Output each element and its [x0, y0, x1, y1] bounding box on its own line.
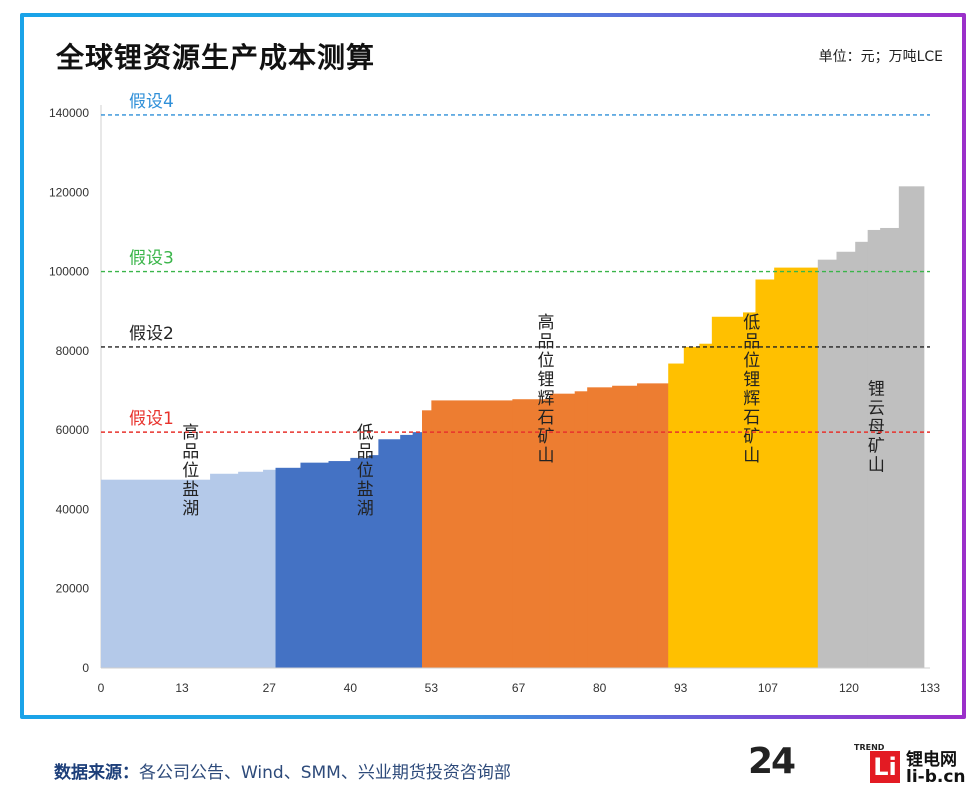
- cost-bar: [263, 469, 277, 668]
- x-tick-label: 40: [344, 681, 358, 695]
- x-tick-label: 67: [512, 681, 526, 695]
- y-tick-label: 0: [82, 661, 89, 675]
- cost-bar: [867, 229, 881, 669]
- cost-bar: [774, 267, 819, 668]
- x-tick-label: 0: [98, 681, 105, 695]
- cost-bar: [637, 383, 669, 668]
- cost-bar: [422, 410, 432, 668]
- y-tick-label: 80000: [56, 344, 90, 358]
- cost-bar: [238, 471, 264, 668]
- x-tick-label: 27: [263, 681, 277, 695]
- cost-bar: [378, 439, 401, 668]
- cost-bar: [182, 479, 211, 668]
- cost-bar: [431, 400, 513, 668]
- y-tick-label: 40000: [56, 502, 90, 516]
- x-tick-label: 133: [920, 681, 940, 695]
- x-tick-label: 93: [674, 681, 688, 695]
- data-source: 数据来源：各公司公告、Wind、SMM、兴业期货投资咨询部: [54, 758, 511, 783]
- logo-number: 24: [748, 741, 796, 782]
- reference-line-label: 假设4: [129, 92, 174, 112]
- series-label: 高品位盐湖: [178, 423, 199, 518]
- cost-bar: [400, 434, 414, 668]
- y-tick-label: 60000: [56, 423, 90, 437]
- cost-bar: [699, 343, 713, 668]
- x-tick-label: 13: [175, 681, 189, 695]
- x-tick-label: 80: [593, 681, 607, 695]
- data-source-text: 各公司公告、Wind、SMM、兴业期货投资咨询部: [139, 763, 511, 783]
- cost-bar: [210, 473, 239, 668]
- series-label: 低品位锂辉石矿山: [739, 313, 760, 465]
- cost-bar: [328, 461, 351, 668]
- series-label: 高品位锂辉石矿山: [534, 313, 555, 465]
- cost-bar: [412, 432, 423, 668]
- cost-bar: [711, 316, 744, 668]
- cost-bar: [574, 391, 588, 668]
- cost-bar: [512, 399, 551, 668]
- logo-trend-text: TREND: [854, 743, 885, 752]
- cost-bar: [898, 186, 925, 668]
- x-tick-label: 107: [758, 681, 778, 695]
- y-tick-label: 20000: [56, 582, 90, 596]
- series-label: 锂云母矿山: [864, 380, 885, 475]
- cost-bar: [755, 279, 775, 668]
- cost-bar: [612, 385, 638, 668]
- y-tick-label: 100000: [49, 265, 89, 279]
- cost-bar: [668, 363, 685, 668]
- cost-curve-chart: 0 20000 40000 60000 80000 100000 120000 140000 高…: [49, 92, 940, 695]
- reference-line-label: 假设3: [129, 249, 174, 269]
- cost-bar: [300, 462, 330, 668]
- y-tick-label: 140000: [49, 106, 89, 120]
- cost-bar: [369, 455, 379, 668]
- cost-bar: [549, 393, 576, 668]
- cost-bar: [275, 467, 302, 668]
- brand-logo: 24 TREND Li 锂电网 li-b.cn: [748, 741, 974, 791]
- reference-line-label: 假设1: [129, 409, 174, 429]
- reference-line-label: 假设2: [129, 324, 174, 344]
- x-tick-label: 120: [839, 681, 859, 695]
- cost-bar: [101, 479, 183, 668]
- cost-bar: [817, 259, 838, 668]
- logo-li-mark: Li: [870, 751, 900, 783]
- chart-title: 全球锂资源生产成本测算: [56, 41, 376, 74]
- cost-bar: [350, 457, 370, 668]
- cost-bar: [855, 241, 869, 668]
- cost-bar: [880, 227, 900, 668]
- x-tick-label: 53: [425, 681, 439, 695]
- unit-label: 单位：元；万吨LCE: [818, 49, 943, 65]
- cost-bar: [836, 251, 856, 668]
- cost-bar: [683, 346, 700, 668]
- cost-bar: [587, 387, 613, 668]
- cost-bar: [743, 312, 757, 668]
- logo-domain: li-b.cn: [906, 767, 966, 787]
- data-source-label: 数据来源：: [54, 763, 139, 783]
- y-tick-label: 120000: [49, 185, 89, 199]
- logo-site-name: 锂电网: [906, 750, 957, 770]
- series-label: 低品位盐湖: [353, 423, 374, 518]
